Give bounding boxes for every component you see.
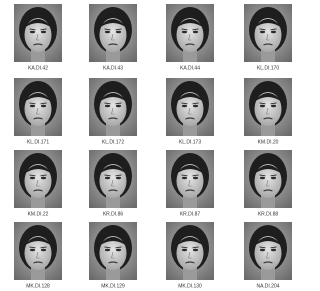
eye-right (41, 249, 46, 251)
eye-left (260, 31, 265, 33)
face-image (89, 4, 137, 62)
face-image (244, 222, 292, 280)
eye-right (193, 177, 198, 179)
eye-right (41, 177, 46, 179)
eye-left (260, 249, 265, 251)
image-caption: KL.DI.172 (102, 139, 124, 145)
eye-left (182, 177, 187, 179)
page: KA.DI.42 KA.DI.43 KA.DI.44 KL.DI.170 KL.DI.1… (0, 0, 305, 291)
image-caption: NA.DI.204 (256, 283, 279, 289)
eye-right (41, 31, 46, 33)
eye-left (260, 105, 265, 107)
image-caption: MK.DI.129 (101, 283, 125, 289)
face-image (14, 78, 62, 136)
eye-right (116, 249, 121, 251)
eye-right (193, 31, 198, 33)
image-caption: KL.DI.173 (179, 139, 201, 145)
face-image (244, 150, 292, 208)
image-grid: KA.DI.42 KA.DI.43 KA.DI.44 KL.DI.170 KL.DI.1… (0, 0, 305, 291)
image-caption: KM.DI.20 (258, 139, 279, 145)
face-image (166, 222, 214, 280)
eye-right (116, 177, 121, 179)
eye-left (30, 31, 35, 33)
image-caption: KA.DI.42 (28, 65, 48, 71)
image-caption: KL.DI.171 (27, 139, 49, 145)
cells: KA.DI.42 KA.DI.43 KA.DI.44 KL.DI.170 KL.DI.1… (14, 4, 292, 289)
eye-right (271, 31, 276, 33)
image-caption: KR.DI.86 (103, 211, 124, 217)
eye-left (30, 249, 35, 251)
face-image (89, 78, 137, 136)
eye-left (182, 31, 187, 33)
face-image (14, 150, 62, 208)
eye-left (105, 105, 110, 107)
face-image (14, 222, 62, 280)
image-caption: KR.DI.87 (180, 211, 201, 217)
face-image (89, 222, 137, 280)
eye-right (193, 105, 198, 107)
eye-left (182, 105, 187, 107)
face-image (244, 78, 292, 136)
image-caption: KA.DI.44 (180, 65, 200, 71)
face-image (166, 4, 214, 62)
eye-left (182, 249, 187, 251)
image-caption: KM.DI.22 (28, 211, 49, 217)
image-caption: KR.DI.88 (258, 211, 279, 217)
eye-left (105, 31, 110, 33)
eye-left (105, 177, 110, 179)
image-caption: MK.DI.128 (26, 283, 50, 289)
eye-right (116, 31, 121, 33)
image-caption: KL.DI.170 (257, 65, 279, 71)
face-image (166, 78, 214, 136)
eye-right (116, 105, 121, 107)
face-image (89, 150, 137, 208)
eye-right (193, 249, 198, 251)
face-image (166, 150, 214, 208)
eye-left (30, 105, 35, 107)
eye-right (271, 249, 276, 251)
image-caption: KA.DI.43 (103, 65, 123, 71)
eye-right (271, 105, 276, 107)
eye-right (271, 177, 276, 179)
image-caption: MK.DI.130 (178, 283, 202, 289)
eye-left (105, 249, 110, 251)
eye-right (41, 105, 46, 107)
eye-left (30, 177, 35, 179)
face-image (244, 4, 292, 62)
face-image (14, 4, 62, 62)
eye-left (260, 177, 265, 179)
